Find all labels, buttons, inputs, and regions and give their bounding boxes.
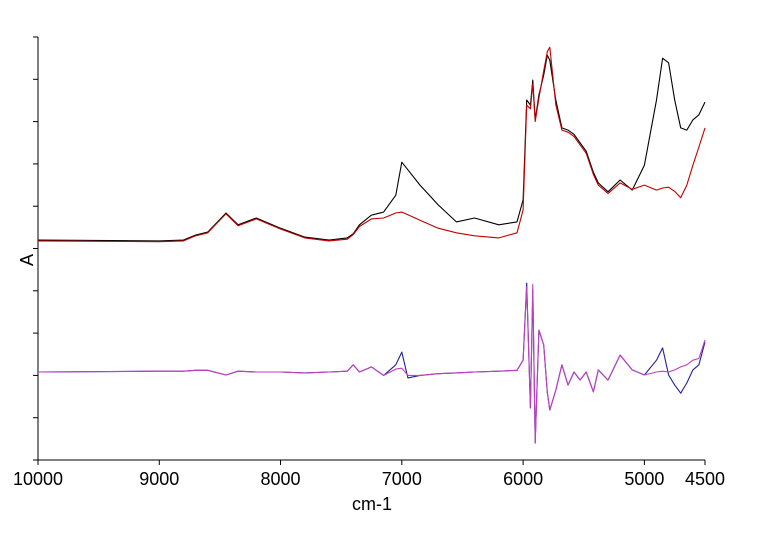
y-axis-label: A — [17, 254, 37, 266]
x-axis-label: cm-1 — [352, 494, 392, 514]
x-tick-label: 10000 — [13, 469, 63, 489]
x-tick-label: 8000 — [261, 469, 301, 489]
series-line — [37, 46, 706, 243]
series-line — [37, 54, 706, 242]
x-tick-label: 5000 — [624, 469, 664, 489]
x-tick-label: 9000 — [139, 469, 179, 489]
x-tick-label: 4500 — [685, 469, 725, 489]
x-tick-label: 7000 — [382, 469, 422, 489]
series-line — [37, 283, 706, 444]
series-line — [37, 282, 706, 444]
x-tick-label: 6000 — [503, 469, 543, 489]
